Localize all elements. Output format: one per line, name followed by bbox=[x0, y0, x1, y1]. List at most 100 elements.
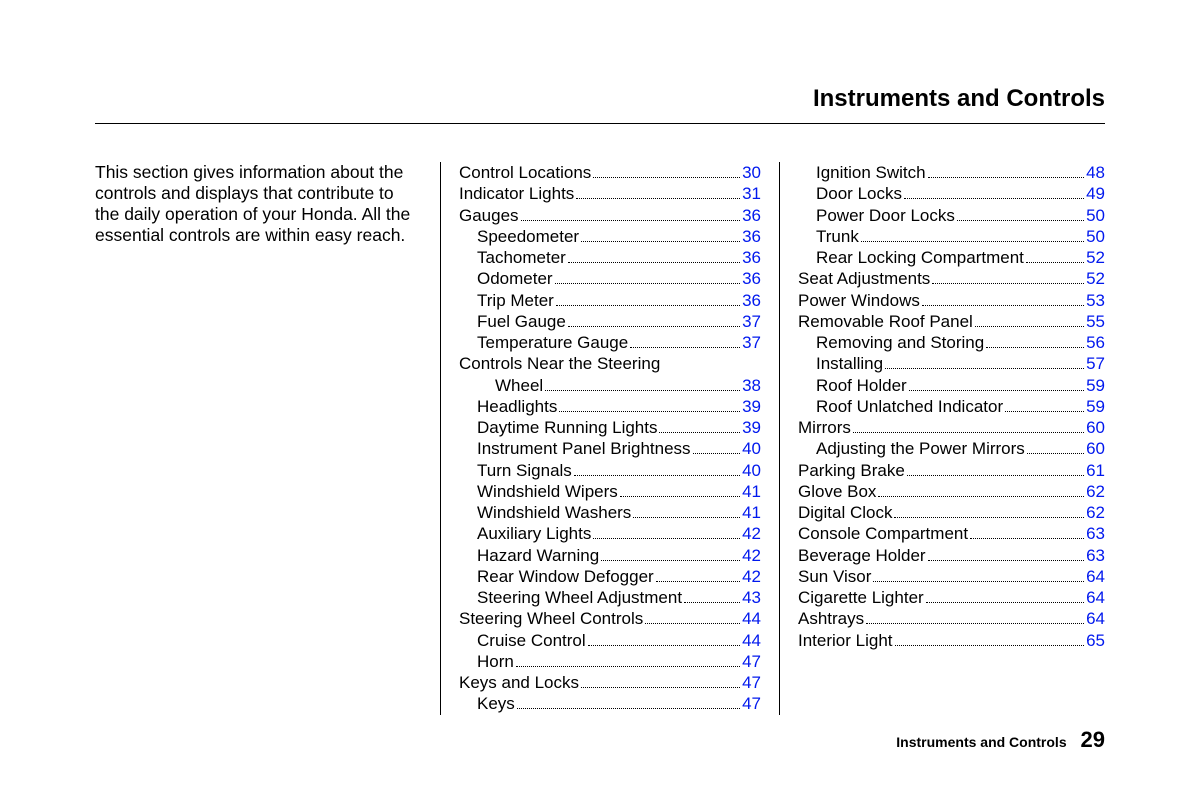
toc-page-link[interactable]: 39 bbox=[742, 417, 761, 438]
toc-entry[interactable]: Rear Window Defogger42 bbox=[459, 566, 761, 587]
toc-page-link[interactable]: 57 bbox=[1086, 353, 1105, 374]
toc-page-link[interactable]: 31 bbox=[742, 183, 761, 204]
toc-label: Removing and Storing bbox=[798, 332, 984, 353]
toc-page-link[interactable]: 61 bbox=[1086, 460, 1105, 481]
toc-page-link[interactable]: 64 bbox=[1086, 587, 1105, 608]
toc-entry[interactable]: Keys and Locks47 bbox=[459, 672, 761, 693]
toc-page-link[interactable]: 30 bbox=[742, 162, 761, 183]
toc-entry[interactable]: Ignition Switch48 bbox=[798, 162, 1105, 183]
toc-page-link[interactable]: 47 bbox=[742, 693, 761, 714]
toc-entry[interactable]: Interior Light65 bbox=[798, 630, 1105, 651]
toc-page-link[interactable]: 52 bbox=[1086, 268, 1105, 289]
toc-page-link[interactable]: 42 bbox=[742, 545, 761, 566]
toc-entry[interactable]: Cigarette Lighter64 bbox=[798, 587, 1105, 608]
toc-leader-dots bbox=[885, 368, 1084, 369]
toc-page-link[interactable]: 38 bbox=[742, 375, 761, 396]
toc-page-link[interactable]: 62 bbox=[1086, 502, 1105, 523]
toc-page-link[interactable]: 50 bbox=[1086, 205, 1105, 226]
toc-entry[interactable]: Speedometer 36 bbox=[459, 226, 761, 247]
toc-entry[interactable]: Turn Signals40 bbox=[459, 460, 761, 481]
toc-entry[interactable]: Windshield Wipers41 bbox=[459, 481, 761, 502]
toc-page-link[interactable]: 63 bbox=[1086, 523, 1105, 544]
toc-entry[interactable]: Ashtrays64 bbox=[798, 608, 1105, 629]
toc-page-link[interactable]: 55 bbox=[1086, 311, 1105, 332]
toc-entry[interactable]: Keys47 bbox=[459, 693, 761, 714]
toc-entry[interactable]: Sun Visor64 bbox=[798, 566, 1105, 587]
toc-entry[interactable]: Parking Brake61 bbox=[798, 460, 1105, 481]
toc-entry[interactable]: Headlights39 bbox=[459, 396, 761, 417]
toc-page-link[interactable]: 47 bbox=[742, 651, 761, 672]
toc-page-link[interactable]: 41 bbox=[742, 502, 761, 523]
toc-entry[interactable]: Steering Wheel Adjustment43 bbox=[459, 587, 761, 608]
toc-page-link[interactable]: 42 bbox=[742, 523, 761, 544]
toc-entry[interactable]: Power Door Locks50 bbox=[798, 205, 1105, 226]
toc-page-link[interactable]: 42 bbox=[742, 566, 761, 587]
toc-entry[interactable]: Control Locations30 bbox=[459, 162, 761, 183]
toc-leader-dots bbox=[516, 666, 740, 667]
toc-page-link[interactable]: 36 bbox=[742, 247, 761, 268]
toc-label: Speedometer bbox=[459, 226, 579, 247]
toc-page-link[interactable]: 62 bbox=[1086, 481, 1105, 502]
toc-entry[interactable]: Removable Roof Panel55 bbox=[798, 311, 1105, 332]
toc-entry[interactable]: Instrument Panel Brightness40 bbox=[459, 438, 761, 459]
toc-entry[interactable]: Fuel Gauge37 bbox=[459, 311, 761, 332]
toc-entry[interactable]: Installing57 bbox=[798, 353, 1105, 374]
toc-page-link[interactable]: 36 bbox=[742, 268, 761, 289]
toc-page-link[interactable]: 63 bbox=[1086, 545, 1105, 566]
toc-entry[interactable]: Temperature Gauge37 bbox=[459, 332, 761, 353]
toc-page-link[interactable]: 64 bbox=[1086, 566, 1105, 587]
toc-entry[interactable]: Console Compartment63 bbox=[798, 523, 1105, 544]
toc-entry[interactable]: Power Windows53 bbox=[798, 290, 1105, 311]
toc-page-link[interactable]: 59 bbox=[1086, 396, 1105, 417]
toc-page-link[interactable]: 47 bbox=[742, 672, 761, 693]
toc-page-link[interactable]: 36 bbox=[742, 226, 761, 247]
toc-page-link[interactable]: 60 bbox=[1086, 417, 1105, 438]
toc-entry[interactable]: Trip Meter36 bbox=[459, 290, 761, 311]
toc-entry[interactable]: Steering Wheel Controls 44 bbox=[459, 608, 761, 629]
toc-entry[interactable]: Trunk50 bbox=[798, 226, 1105, 247]
toc-entry[interactable]: Roof Unlatched Indicator59 bbox=[798, 396, 1105, 417]
toc-page-link[interactable]: 43 bbox=[742, 587, 761, 608]
toc-entry[interactable]: Glove Box62 bbox=[798, 481, 1105, 502]
toc-entry[interactable]: Indicator Lights31 bbox=[459, 183, 761, 204]
toc-page-link[interactable]: 52 bbox=[1086, 247, 1105, 268]
toc-entry[interactable]: Digital Clock62 bbox=[798, 502, 1105, 523]
toc-entry[interactable]: Horn47 bbox=[459, 651, 761, 672]
toc-entry[interactable]: Tachometer36 bbox=[459, 247, 761, 268]
toc-page-link[interactable]: 65 bbox=[1086, 630, 1105, 651]
toc-page-link[interactable]: 36 bbox=[742, 205, 761, 226]
toc-page-link[interactable]: 56 bbox=[1086, 332, 1105, 353]
toc-entry[interactable]: Removing and Storing 56 bbox=[798, 332, 1105, 353]
toc-entry[interactable]: Door Locks49 bbox=[798, 183, 1105, 204]
toc-entry[interactable]: Windshield Washers41 bbox=[459, 502, 761, 523]
toc-entry[interactable]: Beverage Holder63 bbox=[798, 545, 1105, 566]
toc-page-link[interactable]: 37 bbox=[742, 332, 761, 353]
toc-page-link[interactable]: 49 bbox=[1086, 183, 1105, 204]
toc-page-link[interactable]: 48 bbox=[1086, 162, 1105, 183]
toc-entry[interactable]: Roof Holder59 bbox=[798, 375, 1105, 396]
toc-page-link[interactable]: 41 bbox=[742, 481, 761, 502]
toc-entry[interactable]: Daytime Running Lights39 bbox=[459, 417, 761, 438]
toc-page-link[interactable]: 50 bbox=[1086, 226, 1105, 247]
toc-entry[interactable]: Adjusting the Power Mirrors60 bbox=[798, 438, 1105, 459]
toc-page-link[interactable]: 40 bbox=[742, 438, 761, 459]
toc-page-link[interactable]: 53 bbox=[1086, 290, 1105, 311]
toc-page-link[interactable]: 37 bbox=[742, 311, 761, 332]
toc-entry[interactable]: Seat Adjustments52 bbox=[798, 268, 1105, 289]
toc-entry[interactable]: Mirrors60 bbox=[798, 417, 1105, 438]
toc-entry[interactable]: Wheel38 bbox=[459, 375, 761, 396]
toc-entry[interactable]: Hazard Warning42 bbox=[459, 545, 761, 566]
toc-page-link[interactable]: 39 bbox=[742, 396, 761, 417]
toc-entry[interactable]: Gauges36 bbox=[459, 205, 761, 226]
toc-page-link[interactable]: 44 bbox=[742, 608, 761, 629]
toc-page-link[interactable]: 44 bbox=[742, 630, 761, 651]
toc-entry[interactable]: Auxiliary Lights42 bbox=[459, 523, 761, 544]
toc-page-link[interactable]: 64 bbox=[1086, 608, 1105, 629]
toc-page-link[interactable]: 60 bbox=[1086, 438, 1105, 459]
toc-entry[interactable]: Odometer36 bbox=[459, 268, 761, 289]
toc-entry[interactable]: Cruise Control44 bbox=[459, 630, 761, 651]
toc-page-link[interactable]: 36 bbox=[742, 290, 761, 311]
toc-page-link[interactable]: 59 bbox=[1086, 375, 1105, 396]
toc-entry[interactable]: Rear Locking Compartment52 bbox=[798, 247, 1105, 268]
toc-page-link[interactable]: 40 bbox=[742, 460, 761, 481]
